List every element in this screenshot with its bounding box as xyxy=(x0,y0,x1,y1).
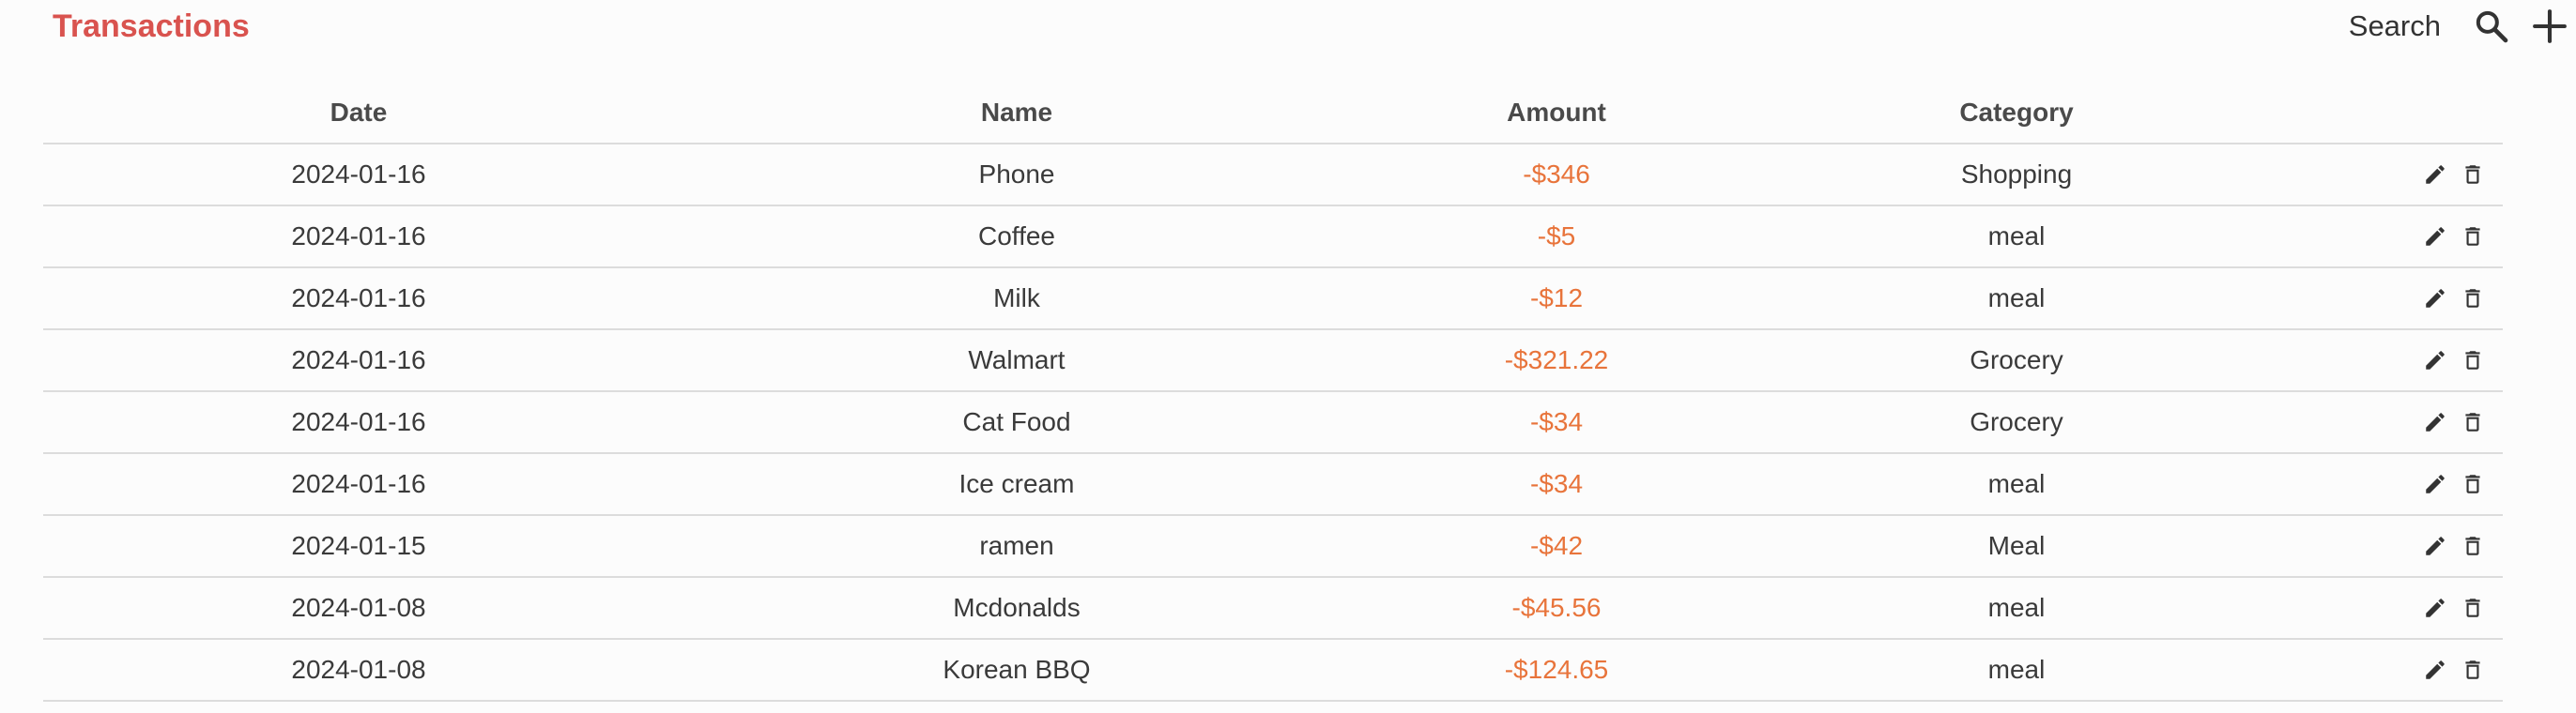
category-cell: Grocery xyxy=(1754,329,2279,392)
row-actions-cell xyxy=(2279,515,2503,578)
amount-cell: -$34 xyxy=(1359,453,1754,516)
amount-cell: -$42 xyxy=(1359,515,1754,578)
edit-icon[interactable] xyxy=(2418,158,2452,191)
row-actions-cell xyxy=(2279,329,2503,392)
table-row: 2024-01-16 Ice cream -$34 meal xyxy=(43,453,2503,516)
category-cell: meal xyxy=(1754,453,2279,516)
delete-icon[interactable] xyxy=(2456,343,2490,377)
row-actions-cell xyxy=(2279,453,2503,516)
delete-icon[interactable] xyxy=(2456,220,2490,253)
edit-icon[interactable] xyxy=(2418,529,2452,563)
date-cell: 2024-01-08 xyxy=(43,577,674,640)
edit-icon[interactable] xyxy=(2418,220,2452,253)
category-cell: meal xyxy=(1754,267,2279,330)
column-header-actions xyxy=(2279,83,2503,144)
name-cell: Cat Food xyxy=(674,391,1359,454)
row-actions xyxy=(2279,653,2503,687)
date-cell: 2024-01-16 xyxy=(43,144,674,206)
category-cell: meal xyxy=(1754,639,2279,702)
row-actions-cell xyxy=(2279,144,2503,206)
amount-cell: -$5 xyxy=(1359,205,1754,268)
table-header-row: Date Name Amount Category xyxy=(43,83,2503,144)
amount-cell: -$124.65 xyxy=(1359,639,1754,702)
date-cell: 2024-01-16 xyxy=(43,329,674,392)
name-cell: Coffee xyxy=(674,205,1359,268)
delete-icon[interactable] xyxy=(2456,591,2490,625)
column-header-date: Date xyxy=(43,83,674,144)
amount-cell: -$34 xyxy=(1359,391,1754,454)
row-actions xyxy=(2279,405,2503,439)
toolbar: Search xyxy=(2349,0,2576,53)
date-cell: 2024-01-16 xyxy=(43,391,674,454)
row-actions xyxy=(2279,220,2503,253)
name-cell: ramen xyxy=(674,515,1359,578)
date-cell: 2024-01-16 xyxy=(43,453,674,516)
edit-icon[interactable] xyxy=(2418,405,2452,439)
table-row: 2024-01-16 Phone -$346 Shopping xyxy=(43,144,2503,206)
row-actions xyxy=(2279,529,2503,563)
delete-icon[interactable] xyxy=(2456,281,2490,315)
column-header-name: Name xyxy=(674,83,1359,144)
row-actions-cell xyxy=(2279,639,2503,702)
edit-icon[interactable] xyxy=(2418,653,2452,687)
plus-icon[interactable] xyxy=(2525,2,2574,51)
column-header-amount: Amount xyxy=(1359,83,1754,144)
row-actions-cell xyxy=(2279,391,2503,454)
category-cell: Grocery xyxy=(1754,391,2279,454)
delete-icon[interactable] xyxy=(2456,158,2490,191)
search-icon[interactable] xyxy=(2467,2,2516,51)
amount-cell: -$346 xyxy=(1359,144,1754,206)
name-cell: Ice cream xyxy=(674,453,1359,516)
category-cell: Shopping xyxy=(1754,144,2279,206)
table-row: 2024-01-16 Walmart -$321.22 Grocery xyxy=(43,329,2503,392)
delete-icon[interactable] xyxy=(2456,653,2490,687)
table-row: 2024-01-16 Coffee -$5 meal xyxy=(43,205,2503,268)
edit-icon[interactable] xyxy=(2418,281,2452,315)
table-row: 2024-01-16 Milk -$12 meal xyxy=(43,267,2503,330)
row-actions-cell xyxy=(2279,205,2503,268)
table-row: 2024-01-16 Cat Food -$34 Grocery xyxy=(43,391,2503,454)
amount-cell: -$45.56 xyxy=(1359,577,1754,640)
date-cell: 2024-01-08 xyxy=(43,639,674,702)
name-cell: Mcdonalds xyxy=(674,577,1359,640)
category-cell: Meal xyxy=(1754,515,2279,578)
page-title: Transactions xyxy=(53,8,250,44)
table-row: 2024-01-08 Mcdonalds -$45.56 meal xyxy=(43,577,2503,640)
row-actions-cell xyxy=(2279,267,2503,330)
table-body: 2024-01-16 Phone -$346 Shopping 2024-01-16 Co… xyxy=(43,144,2503,702)
name-cell: Milk xyxy=(674,267,1359,330)
transactions-table: Date Name Amount Category 2024-01-16 Phon… xyxy=(43,83,2503,702)
edit-icon[interactable] xyxy=(2418,591,2452,625)
delete-icon[interactable] xyxy=(2456,529,2490,563)
search-label[interactable]: Search xyxy=(2348,9,2441,42)
row-actions xyxy=(2279,281,2503,315)
row-actions xyxy=(2279,591,2503,625)
table-row: 2024-01-08 Korean BBQ -$124.65 meal xyxy=(43,639,2503,702)
date-cell: 2024-01-16 xyxy=(43,267,674,330)
row-actions xyxy=(2279,467,2503,501)
name-cell: Phone xyxy=(674,144,1359,206)
name-cell: Walmart xyxy=(674,329,1359,392)
column-header-category: Category xyxy=(1754,83,2279,144)
amount-cell: -$12 xyxy=(1359,267,1754,330)
edit-icon[interactable] xyxy=(2418,343,2452,377)
date-cell: 2024-01-15 xyxy=(43,515,674,578)
delete-icon[interactable] xyxy=(2456,405,2490,439)
date-cell: 2024-01-16 xyxy=(43,205,674,268)
amount-cell: -$321.22 xyxy=(1359,329,1754,392)
table-row: 2024-01-15 ramen -$42 Meal xyxy=(43,515,2503,578)
category-cell: meal xyxy=(1754,205,2279,268)
edit-icon[interactable] xyxy=(2418,467,2452,501)
name-cell: Korean BBQ xyxy=(674,639,1359,702)
category-cell: meal xyxy=(1754,577,2279,640)
row-actions xyxy=(2279,343,2503,377)
row-actions-cell xyxy=(2279,577,2503,640)
row-actions xyxy=(2279,158,2503,191)
delete-icon[interactable] xyxy=(2456,467,2490,501)
